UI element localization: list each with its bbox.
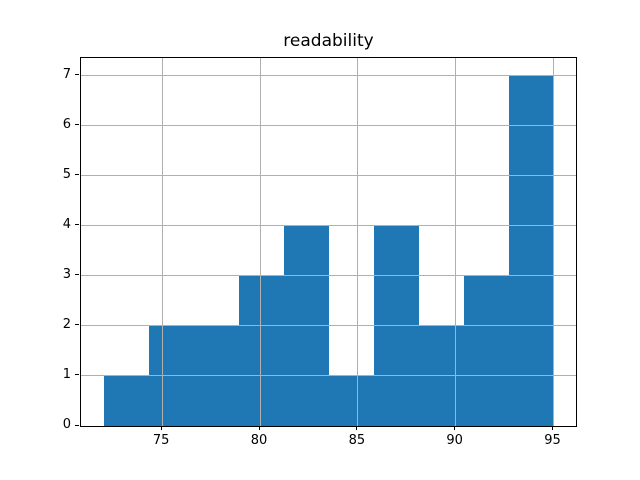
x-tick-mark — [258, 426, 260, 430]
y-tick-mark — [75, 424, 79, 426]
histogram-bar — [463, 275, 509, 426]
histogram-bar — [328, 375, 374, 426]
grid-line-horizontal — [81, 375, 576, 377]
x-axis-tick-label: 75 — [152, 433, 170, 448]
plot-area — [81, 58, 576, 426]
y-tick-mark — [75, 174, 79, 176]
grid-line-horizontal — [81, 75, 576, 77]
y-tick-mark — [75, 324, 79, 326]
x-axis-tick-label: 90 — [446, 433, 463, 448]
x-axis-tick-label: 80 — [250, 433, 268, 448]
histogram-bar — [508, 75, 554, 426]
y-axis-tick-label: 0 — [62, 417, 71, 432]
y-tick-mark — [75, 374, 79, 376]
grid-line-horizontal — [81, 275, 576, 277]
y-axis-tick-label: 7 — [62, 66, 71, 82]
grid-line-vertical — [357, 58, 359, 426]
grid-line-horizontal — [81, 425, 576, 426]
y-axis-tick-label: 4 — [62, 216, 71, 232]
grid-line-horizontal — [81, 175, 576, 177]
grid-line-vertical — [161, 58, 163, 426]
x-tick-mark — [356, 426, 358, 430]
y-tick-mark — [75, 224, 79, 226]
plot-title: readability — [283, 31, 374, 51]
histogram-bar — [238, 275, 284, 426]
x-tick-mark — [454, 426, 456, 430]
y-axis-tick-label: 2 — [62, 316, 71, 332]
y-tick-mark — [75, 124, 79, 126]
axes-frame — [80, 57, 577, 427]
histogram-bar — [103, 375, 149, 426]
y-tick-mark — [75, 74, 79, 76]
x-tick-mark — [160, 426, 162, 430]
grid-line-vertical — [259, 58, 261, 426]
y-axis-tick-label: 1 — [62, 366, 71, 382]
y-axis-tick-label: 6 — [62, 116, 71, 132]
y-axis-tick-label: 3 — [62, 266, 71, 282]
grid-line-horizontal — [81, 325, 576, 327]
x-tick-mark — [552, 426, 553, 430]
grid-line-vertical — [553, 58, 554, 426]
grid-line-horizontal — [81, 125, 576, 127]
y-axis-tick-label: 5 — [62, 166, 71, 182]
x-axis-tick-label: 85 — [348, 433, 366, 448]
grid-line-horizontal — [81, 225, 576, 227]
x-axis-tick-label: 95 — [544, 433, 561, 448]
grid-line-vertical — [455, 58, 457, 426]
y-tick-mark — [75, 274, 79, 276]
